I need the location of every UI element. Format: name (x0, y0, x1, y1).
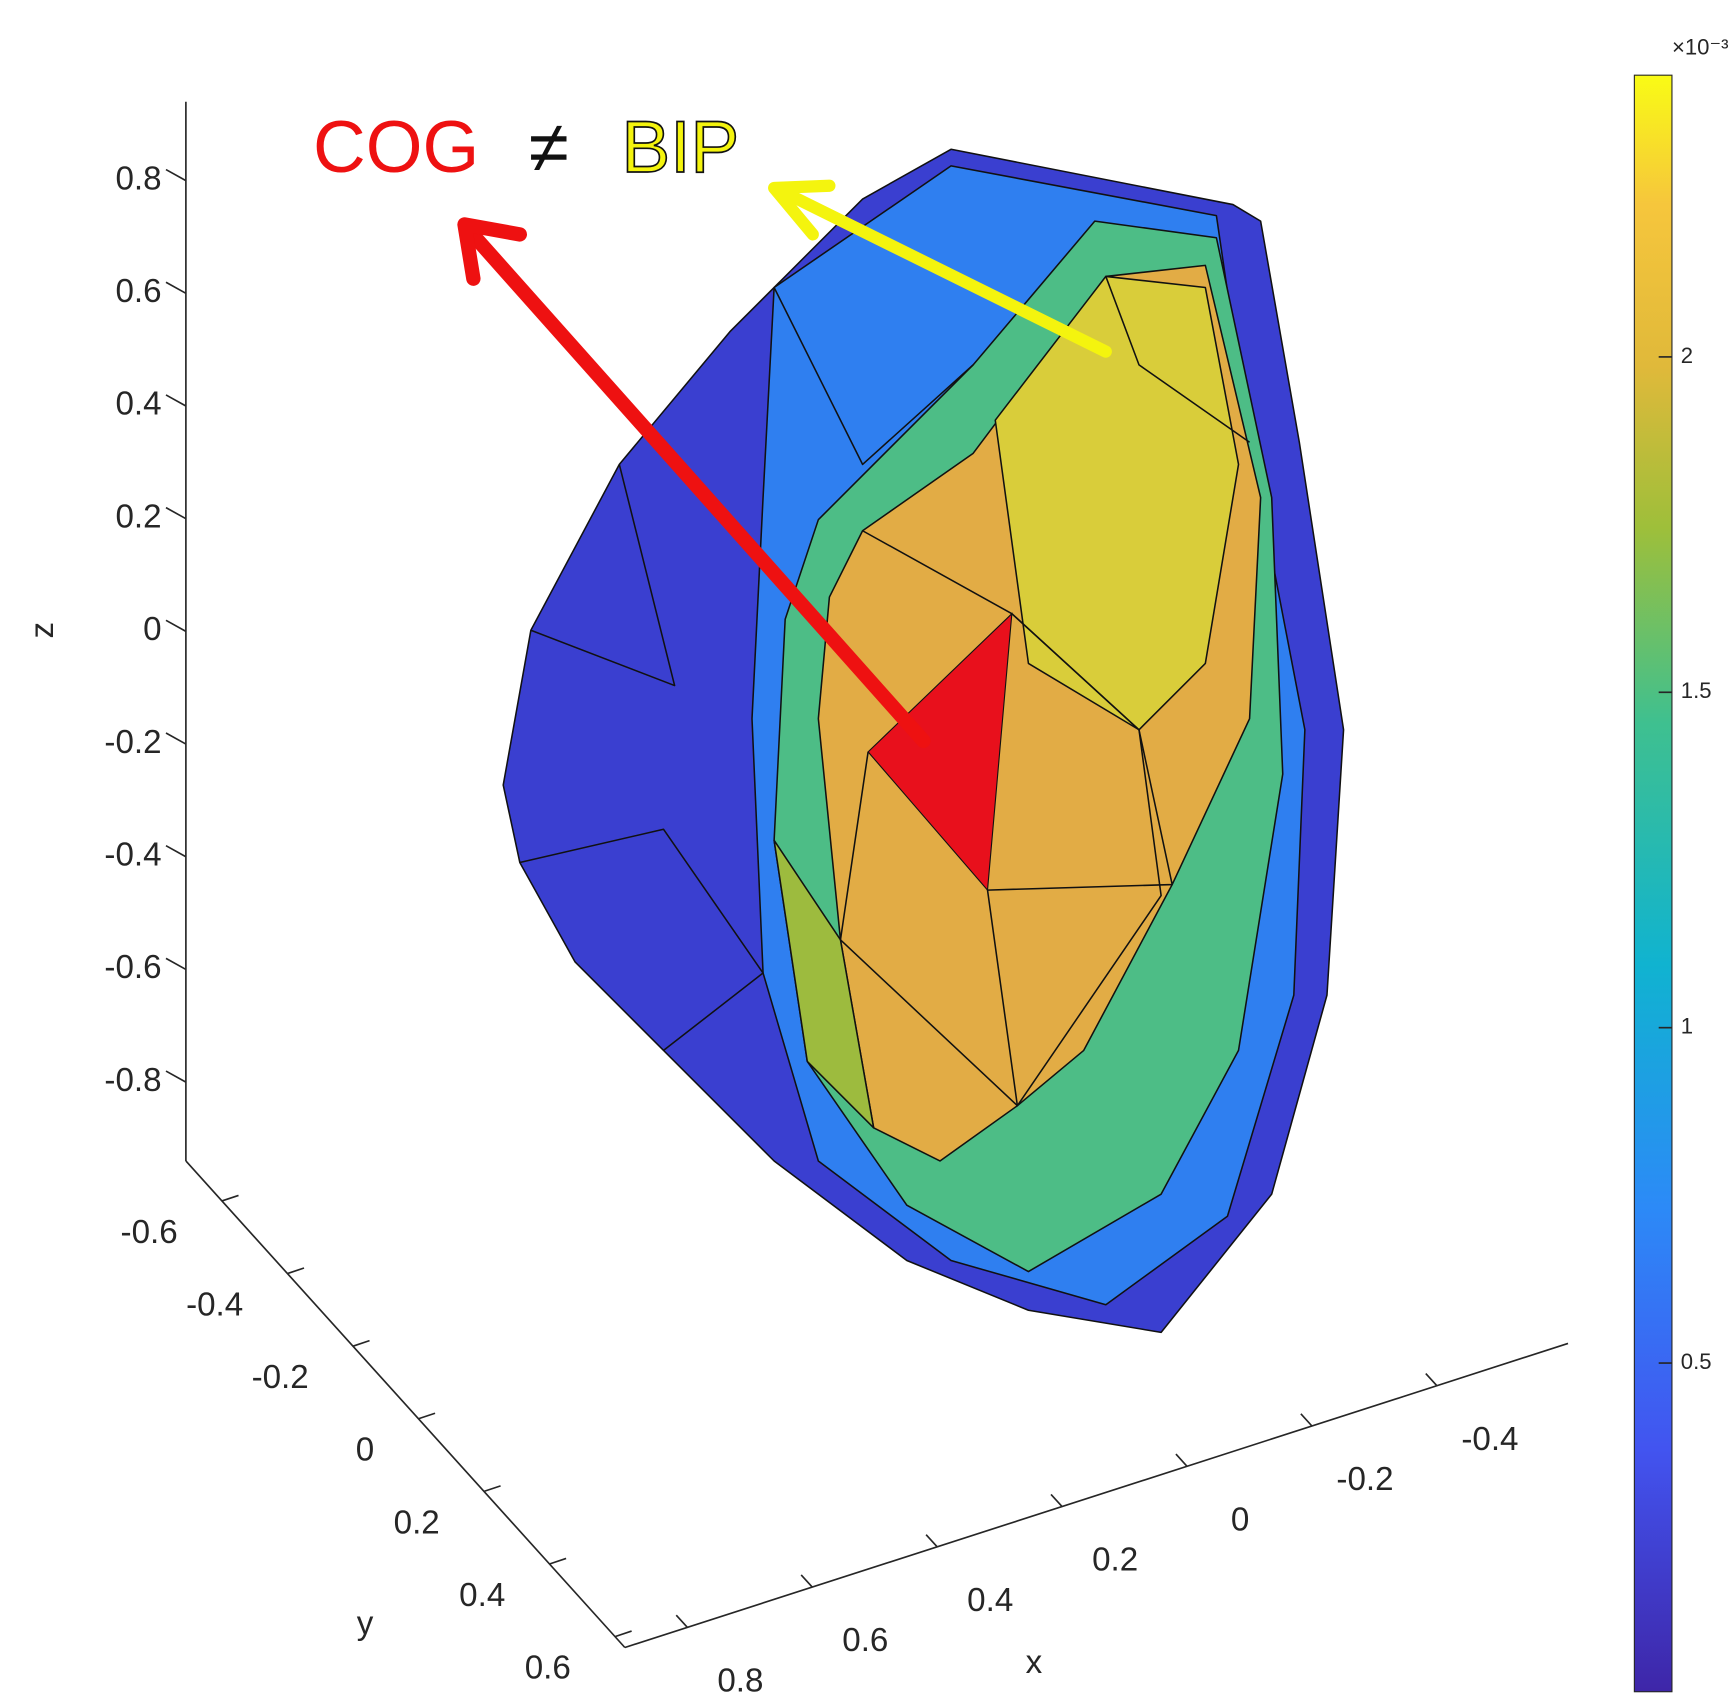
x-tick-label: -0.2 (1336, 1461, 1393, 1498)
z-tick-label: 0.4 (115, 386, 161, 423)
z-tick (165, 506, 187, 520)
z-tick-label: 0.6 (115, 273, 161, 310)
y-tick-label: -0.2 (252, 1359, 309, 1396)
y-tick-label: 0 (356, 1432, 374, 1469)
z-tick (165, 281, 187, 295)
x-tick (1300, 1413, 1313, 1427)
z-tick-label: 0.2 (115, 498, 161, 535)
y-tick-label: 0.4 (459, 1577, 505, 1614)
mesh (502, 148, 1345, 1334)
x-tick (1050, 1493, 1063, 1508)
z-tick (165, 844, 187, 858)
z-tick-label: -0.4 (104, 837, 161, 874)
colorbar-tick-label: 2 (1681, 343, 1693, 368)
z-tick-label: 0 (143, 611, 161, 648)
x-tick (800, 1574, 813, 1588)
x-tick-label: 0.2 (1092, 1542, 1138, 1579)
y-tick (221, 1194, 239, 1202)
x-axis-label: x (1026, 1644, 1043, 1681)
z-tick-label: -0.2 (104, 724, 161, 761)
colorbar-multiplier: ×10⁻³ (1672, 34, 1729, 59)
z-tick (165, 1070, 187, 1083)
y-tick-label: 0.6 (525, 1650, 571, 1687)
x-tick (1175, 1453, 1188, 1467)
z-tick-label: 0.8 (115, 160, 161, 197)
z-tick-label: -0.6 (104, 949, 161, 986)
y-tick (483, 1485, 501, 1493)
annotation-left: COG (313, 107, 479, 188)
y-tick (352, 1339, 370, 1347)
y-tick (287, 1267, 305, 1275)
arrows (457, 179, 1112, 749)
colorbar-tick-label: 0.5 (1681, 1349, 1712, 1374)
y-tick-label: -0.6 (121, 1214, 178, 1251)
y-tick-label: 0.2 (394, 1504, 440, 1541)
colorbar-tick-label: 1.5 (1681, 678, 1712, 703)
z-tick (165, 394, 187, 407)
x-tick-label: -0.4 (1461, 1421, 1518, 1458)
y-axis-label: y (357, 1605, 374, 1642)
y-axis (185, 1160, 626, 1649)
x-tick-label: 0.4 (967, 1582, 1013, 1619)
z-tick (165, 732, 187, 745)
z-axis-label: z (24, 622, 61, 639)
annotation-relation: ≠ (529, 107, 569, 188)
y-tick-label: -0.4 (186, 1286, 243, 1323)
x-axis (624, 1342, 1569, 1649)
x-tick-label: 0 (1231, 1501, 1249, 1538)
z-tick (165, 168, 187, 182)
z-tick-label: -0.8 (104, 1062, 161, 1099)
x-tick (925, 1534, 938, 1548)
x-tick-label: 0.8 (717, 1662, 763, 1699)
z-tick (165, 619, 187, 633)
z-tick (165, 957, 187, 971)
colorbar-tick-label: 1 (1681, 1014, 1693, 1039)
y-tick (418, 1412, 436, 1420)
colorbar (1633, 74, 1673, 1693)
annotation-right: BIP (622, 107, 740, 188)
y-tick (614, 1630, 632, 1638)
y-tick (549, 1557, 567, 1565)
x-tick (1425, 1373, 1438, 1387)
x-tick-label: 0.6 (842, 1622, 888, 1659)
x-tick (675, 1614, 688, 1628)
